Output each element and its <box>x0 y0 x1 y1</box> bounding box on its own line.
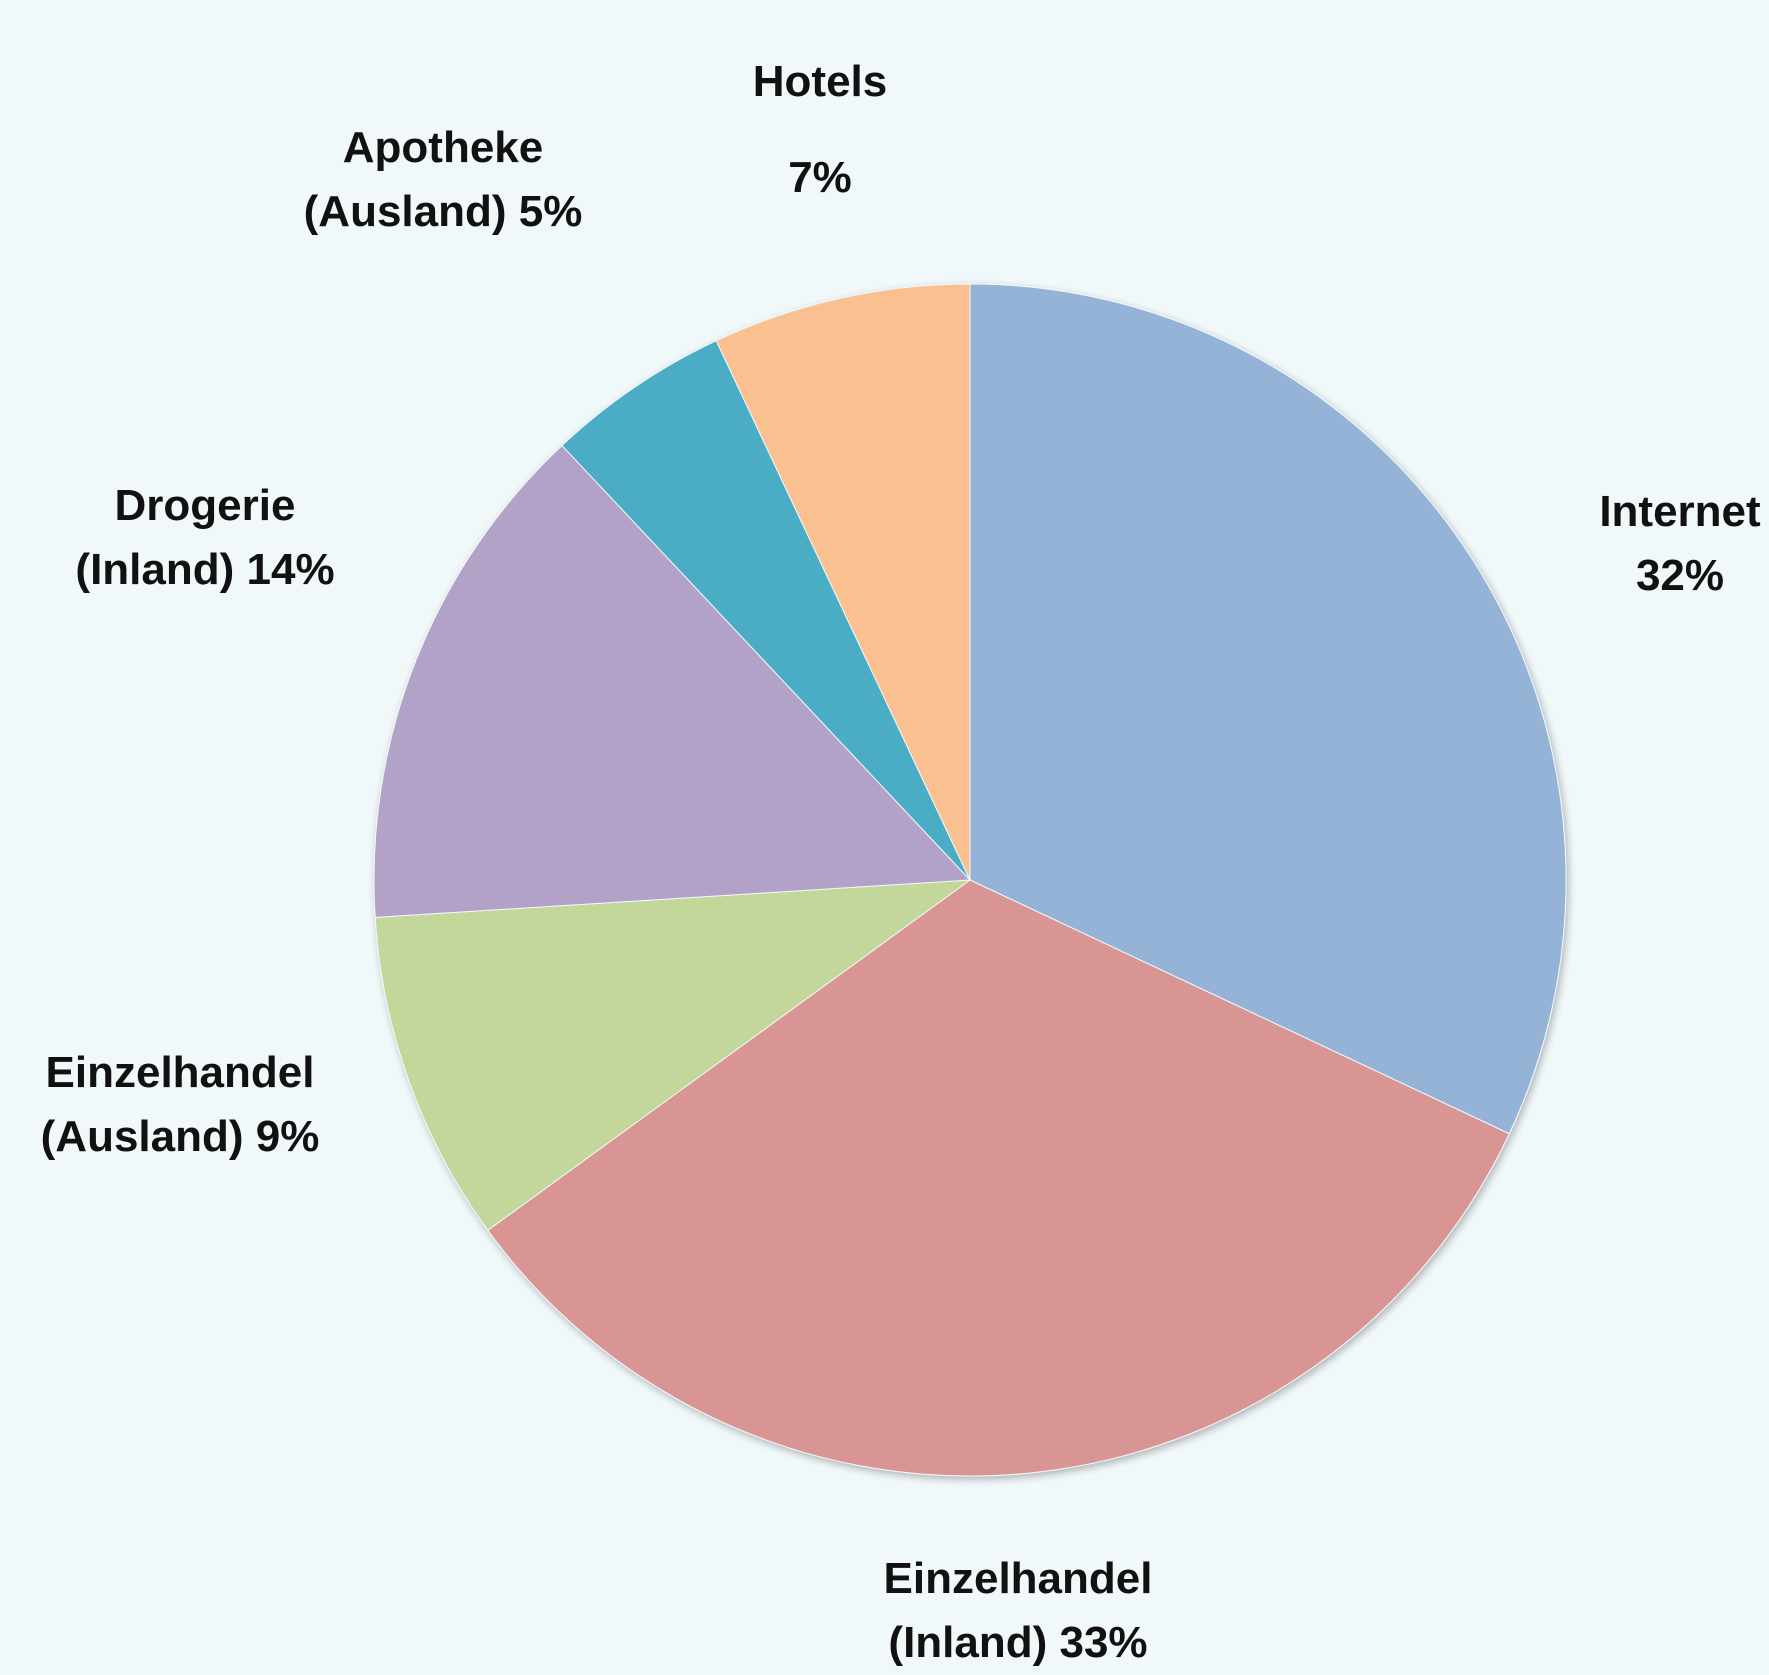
pie-slice-einzelhandel-ausland <box>374 879 972 1232</box>
pie-slice-hotels <box>715 283 971 881</box>
slice-label-einzelhandel-inland: Einzelhandel (Inland) 33% <box>883 1554 1153 1667</box>
pie-slice-einzelhandel-inland <box>487 879 1510 1477</box>
pie-slice-internet <box>969 283 1567 1135</box>
slice-label-drogerie-inland: Drogerie (Inland) 14% <box>75 481 335 594</box>
slice-label-hotels: Hotels 7% <box>752 57 888 202</box>
pie-slice-drogerie-inland <box>373 444 972 918</box>
slice-label-einzelhandel-ausland: Einzelhandel (Ausland) 9% <box>40 1048 320 1161</box>
slice-label-internet: Internet 32% <box>1599 487 1761 600</box>
pie-slice-apotheke-ausland <box>561 340 971 881</box>
slice-label-apotheke-ausland: Apotheke (Ausland) 5% <box>303 123 583 236</box>
